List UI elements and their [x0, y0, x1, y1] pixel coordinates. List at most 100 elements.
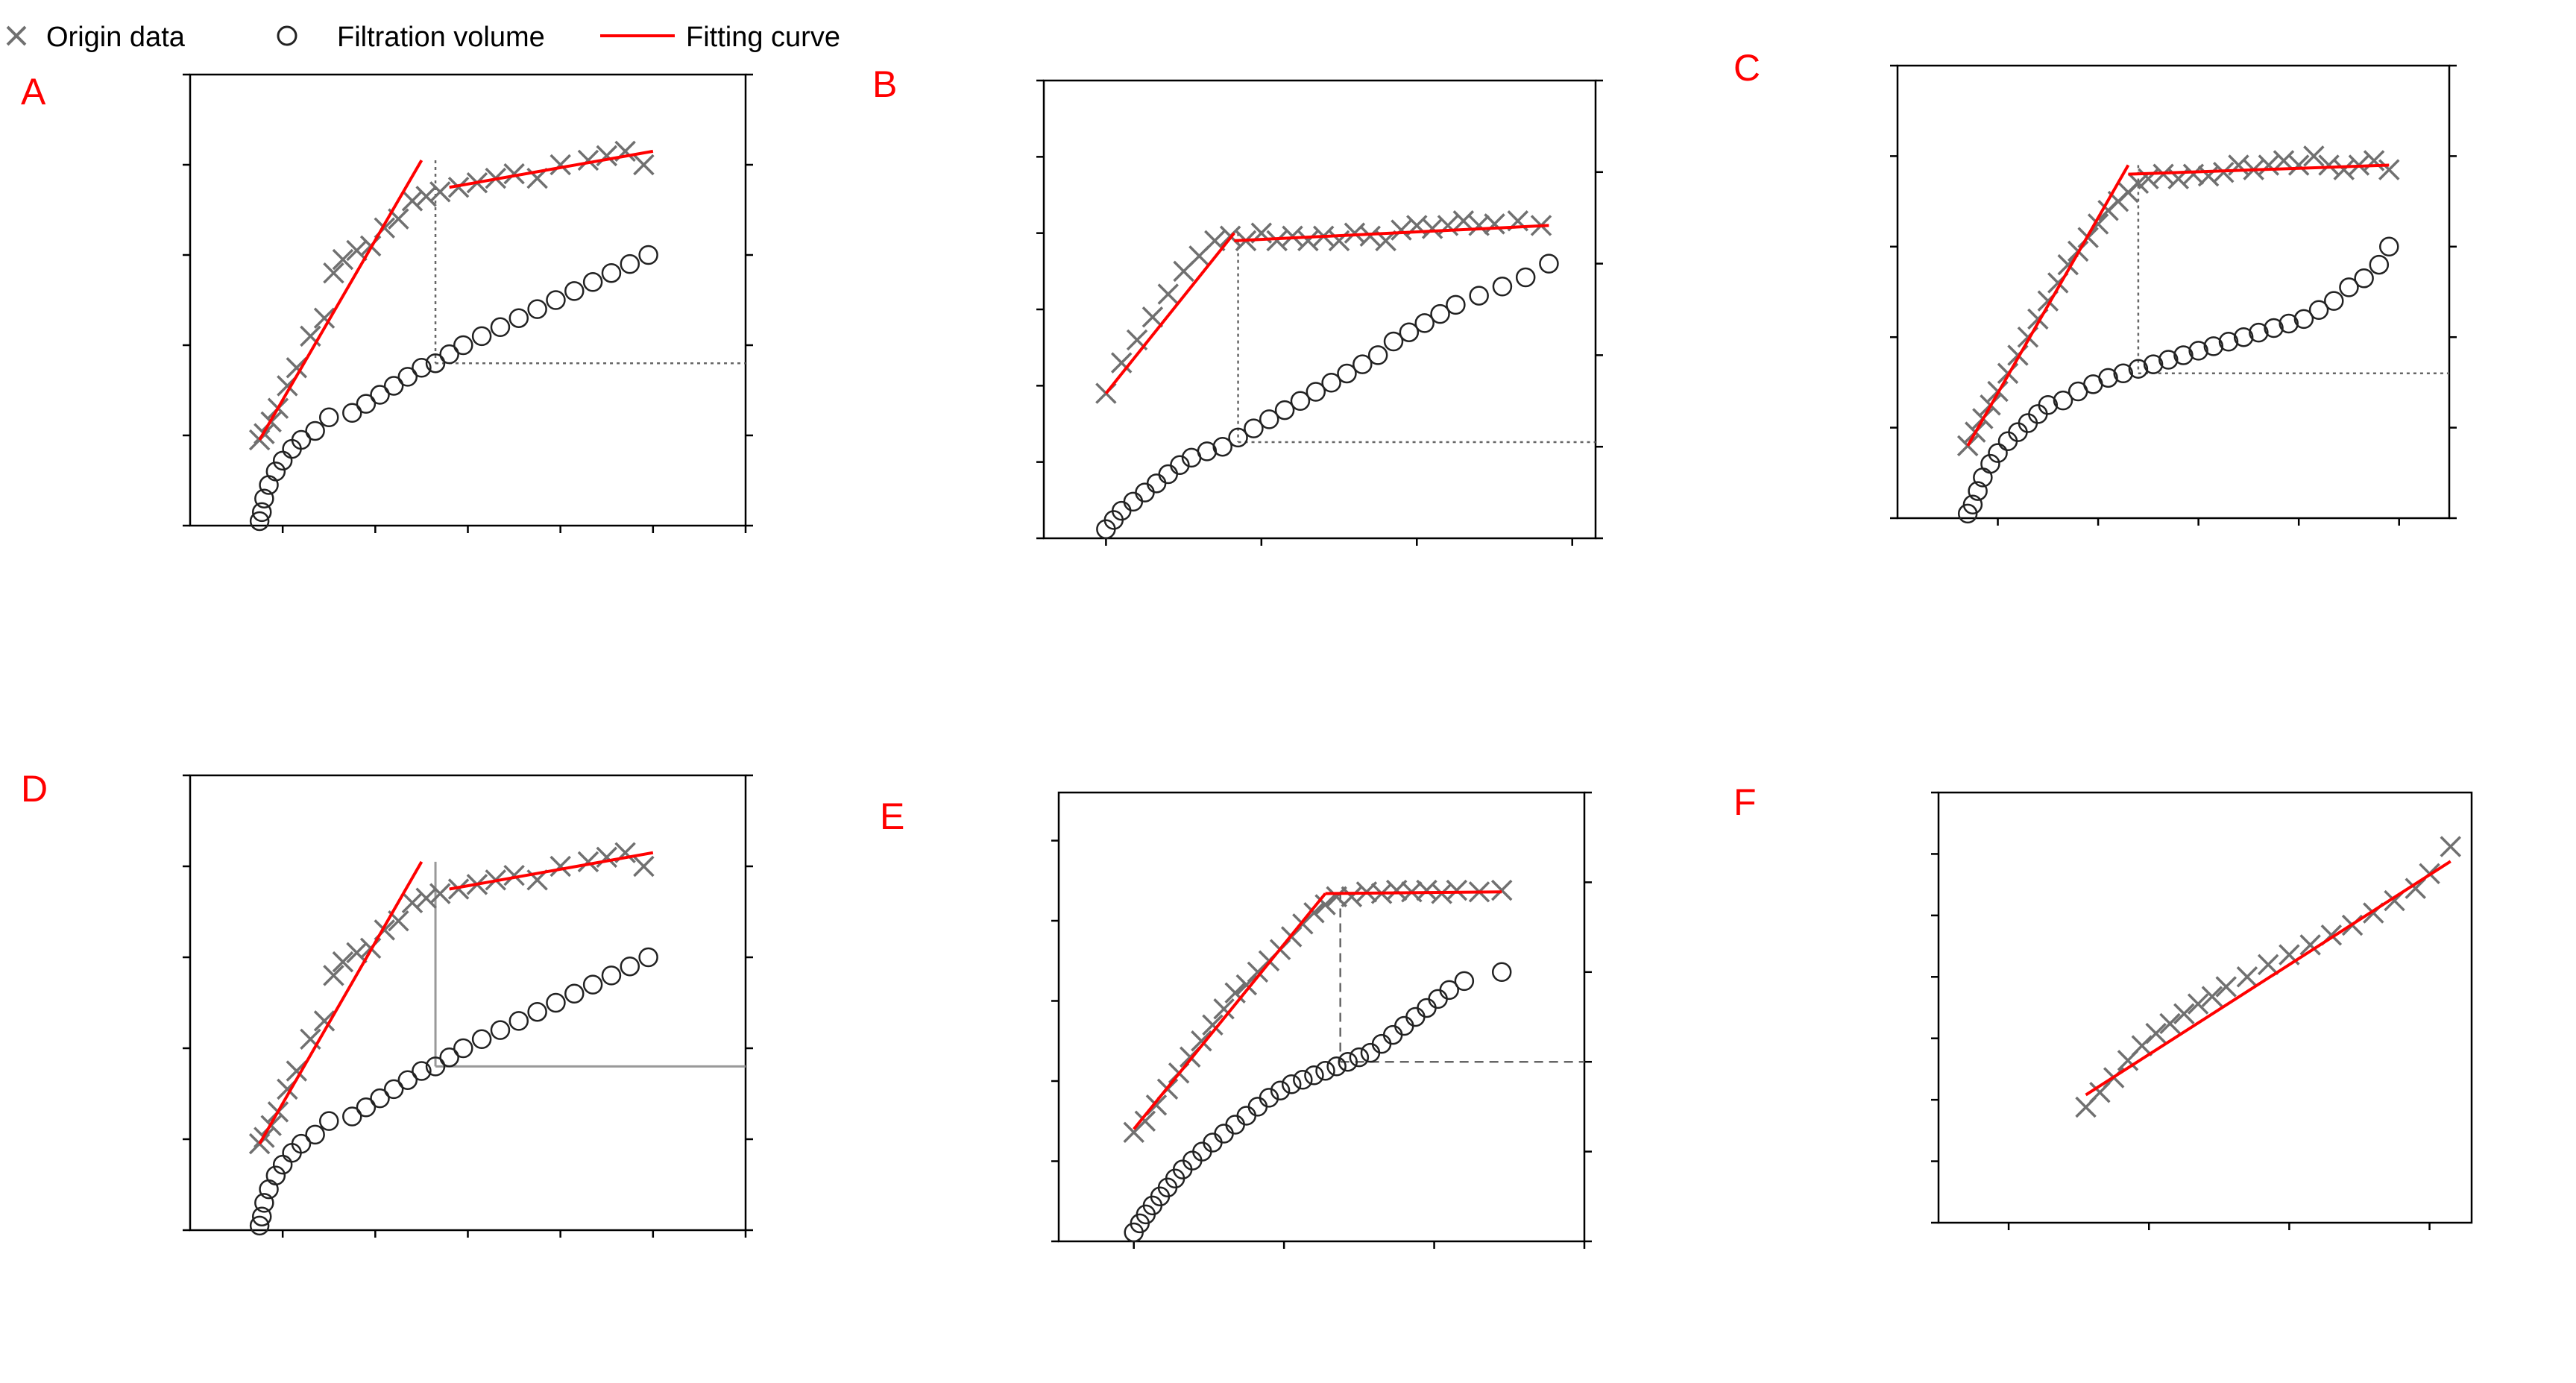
origin-data-point	[429, 883, 451, 904]
volume-point	[397, 1070, 418, 1090]
origin-data-point	[332, 248, 354, 271]
volume-point	[1968, 481, 1988, 501]
legend-circle-marker	[277, 25, 297, 46]
volume-point	[1492, 277, 1513, 297]
fitting-curve-line	[1133, 892, 1327, 1130]
origin-data-point	[2197, 165, 2220, 187]
origin-data-point	[2299, 934, 2321, 956]
volume-point	[1469, 286, 1489, 306]
volume-point	[370, 385, 390, 405]
volume-point	[1304, 1065, 1324, 1086]
volume-point	[453, 1038, 473, 1059]
volume-point	[2308, 300, 2329, 321]
volume-point	[1360, 1042, 1381, 1063]
origin-data-point	[503, 864, 525, 886]
fitting-curve-line	[2128, 163, 2390, 176]
origin-data-point	[323, 262, 344, 284]
volume-point	[1135, 482, 1155, 503]
volume-point	[370, 1088, 390, 1109]
volume-point	[1349, 1047, 1370, 1068]
origin-data-point	[2145, 1022, 2167, 1045]
volume-point	[1430, 303, 1450, 324]
volume-point	[582, 272, 603, 292]
legend-fit-label: Fitting curve	[686, 22, 840, 53]
volume-point	[1394, 1015, 1414, 1036]
legend-cross-marker	[6, 25, 27, 46]
origin-data-point	[1326, 886, 1347, 907]
volume-point	[2128, 359, 2149, 379]
volume-point	[490, 1020, 511, 1040]
volume-point	[2113, 363, 2133, 384]
fitting-curve-line	[1325, 890, 1502, 895]
origin-data-point	[323, 965, 344, 986]
volume-point	[1405, 1006, 1426, 1027]
volume-point	[508, 1011, 529, 1031]
volume-point	[439, 344, 459, 365]
origin-data-point	[447, 878, 470, 900]
volume-point	[425, 353, 446, 374]
panel-letter-f: F	[1733, 781, 1757, 823]
volume-point	[2369, 254, 2390, 275]
origin-data-point	[1157, 283, 1179, 305]
volume-point	[1315, 1060, 1335, 1081]
origin-data-point	[1224, 982, 1246, 1004]
panel-letter-d: D	[21, 768, 48, 810]
volume-point	[1988, 443, 2008, 463]
volume-point	[412, 1061, 432, 1081]
origin-data-point	[2378, 159, 2400, 180]
origin-data-point	[2257, 954, 2279, 976]
origin-data-point	[346, 239, 368, 262]
volume-point	[471, 326, 492, 347]
volume-point	[2354, 268, 2374, 289]
volume-point	[564, 983, 585, 1004]
fitting-curve-line	[258, 159, 423, 441]
volume-point	[1259, 409, 1279, 429]
volume-point	[1236, 1106, 1257, 1126]
origin-data-point	[1282, 225, 1303, 247]
volume-point	[251, 502, 272, 523]
volume-point	[2218, 332, 2239, 352]
volume-point	[1338, 1051, 1358, 1072]
volume-point	[2233, 327, 2254, 347]
fitting-curve-line	[1966, 164, 2130, 447]
volume-point	[305, 420, 325, 441]
volume-point	[546, 290, 566, 310]
origin-data-point	[1341, 886, 1363, 907]
volume-point	[1306, 382, 1326, 402]
volume-point	[1382, 1024, 1403, 1045]
volume-point	[305, 1124, 325, 1145]
volume-point	[2143, 354, 2164, 374]
origin-data-point	[429, 181, 451, 203]
origin-data-point	[415, 887, 437, 909]
panel-letter-e: E	[880, 796, 904, 837]
volume-point	[254, 1193, 274, 1213]
volume-point	[265, 461, 286, 482]
volume-point	[2098, 368, 2118, 388]
volume-point	[1281, 1074, 1302, 1094]
volume-point	[1259, 1088, 1279, 1108]
volume-point	[1367, 345, 1388, 365]
volume-point	[249, 1215, 270, 1236]
volume-point	[425, 1056, 446, 1077]
origin-data-point	[1297, 230, 1319, 252]
origin-data-point	[1202, 1014, 1224, 1036]
origin-data-point	[313, 307, 336, 329]
origin-data-point	[1141, 306, 1164, 328]
volume-point	[1428, 989, 1448, 1009]
origin-data-point	[401, 892, 423, 914]
origin-data-point	[2236, 966, 2258, 988]
origin-data-point	[1446, 879, 1468, 901]
origin-data-point	[2318, 154, 2340, 176]
volume-point	[508, 308, 529, 328]
legend-volume-label: Filtration volume	[337, 22, 545, 53]
origin-data-point	[1314, 894, 1336, 916]
volume-point	[342, 1106, 362, 1127]
volume-point	[1962, 494, 1983, 515]
volume-point	[2249, 322, 2269, 343]
panel-c-chart	[1890, 64, 2457, 526]
origin-data-point	[1191, 1030, 1212, 1052]
volume-point	[1326, 1056, 1347, 1077]
origin-data-point	[549, 855, 571, 878]
origin-data-point	[1359, 225, 1381, 247]
